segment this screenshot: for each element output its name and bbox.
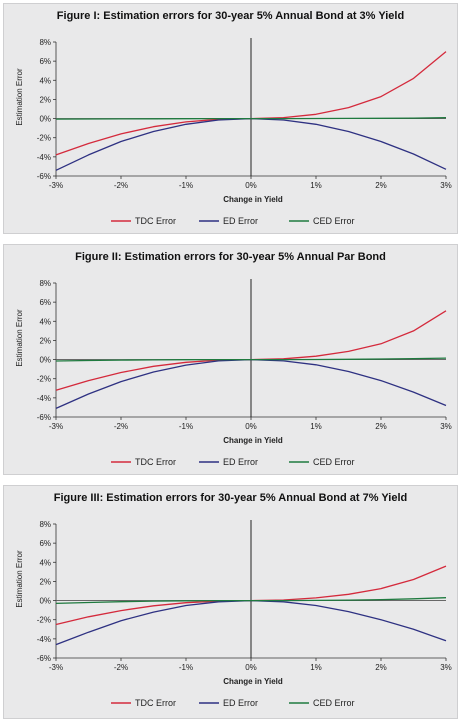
x-tick-label: 0% [245, 181, 257, 190]
x-tick-label: 2% [375, 422, 387, 431]
chart-svg-2: 8% 6% 4% 2% 0% -2% -4% -6%-3% -2% -1% 0% 1% 2% 3% Chan… [15, 279, 452, 467]
chart-panel-3: Figure III: Estimation errors for 30-yea… [3, 485, 458, 719]
x-tick-label: 3% [440, 181, 452, 190]
legend-label: TDC Error [135, 216, 176, 226]
x-tick-label: 0% [245, 663, 257, 672]
series-line-ced-error [55, 597, 447, 605]
y-tick-label: 8% [39, 38, 51, 47]
x-tick-label: 2% [375, 663, 387, 672]
y-tick-label: 8% [39, 279, 51, 288]
legend-label: ED Error [223, 698, 258, 708]
y-tick-label: 4% [39, 76, 51, 85]
chart-panel-1: Figure I: Estimation errors for 30-year … [3, 3, 458, 234]
y-tick-label: 6% [39, 539, 51, 548]
y-tick-label: -4% [37, 635, 51, 644]
chart-title: Figure II: Estimation errors for 30-year… [75, 251, 386, 263]
x-tick-label: -3% [49, 422, 63, 431]
x-tick-label: 3% [440, 663, 452, 672]
y-tick-label: -4% [37, 394, 51, 403]
x-tick-label: -1% [179, 181, 193, 190]
y-tick-label: 6% [39, 298, 51, 307]
x-tick-label: 0% [245, 422, 257, 431]
legend-label: CED Error [313, 457, 355, 467]
y-tick-label: 4% [39, 558, 51, 567]
x-axis-title: Change in Yield [223, 195, 283, 204]
y-tick-label: 0% [39, 597, 51, 606]
legend-label: ED Error [223, 216, 258, 226]
chart-title: Figure III: Estimation errors for 30-yea… [53, 492, 408, 504]
y-tick-label: 6% [39, 57, 51, 66]
legend-label: TDC Error [135, 457, 176, 467]
x-tick-label: -3% [49, 663, 63, 672]
legend-label: CED Error [313, 216, 355, 226]
x-axis-title: Change in Yield [223, 436, 283, 445]
series-line-ced-error [55, 116, 447, 120]
y-tick-label: -4% [37, 153, 51, 162]
y-axis-title: Estimation Error [15, 309, 24, 367]
y-tick-label: -6% [37, 413, 51, 422]
y-tick-label: -2% [37, 375, 51, 384]
x-tick-label: -2% [114, 663, 128, 672]
y-tick-label: -2% [37, 134, 51, 143]
x-tick-label: 1% [310, 663, 322, 672]
series-line-ced-error [55, 357, 447, 362]
x-tick-label: 1% [310, 181, 322, 190]
x-tick-label: -1% [179, 422, 193, 431]
x-tick-label: 1% [310, 422, 322, 431]
chart-title: Figure I: Estimation errors for 30-year … [56, 10, 405, 22]
y-tick-label: 2% [39, 95, 51, 104]
legend-label: ED Error [223, 457, 258, 467]
x-tick-label: -3% [49, 181, 63, 190]
y-tick-label: 2% [39, 336, 51, 345]
chart-svg-1: 8% 6% 4% 2% 0% -2% -4% -6%-3% -2% -1% 0% 1% 2% 3% Chan… [15, 38, 452, 226]
y-tick-label: 8% [39, 520, 51, 529]
x-tick-label: 3% [440, 422, 452, 431]
y-tick-label: 4% [39, 317, 51, 326]
chart-svg-3: 8% 6% 4% 2% 0% -2% -4% -6%-3% -2% -1% 0% 1% 2% 3% Chan… [15, 520, 452, 708]
y-axis-title: Estimation Error [15, 68, 24, 126]
x-tick-label: 2% [375, 181, 387, 190]
y-tick-label: -6% [37, 172, 51, 181]
y-tick-label: 0% [39, 356, 51, 365]
x-tick-label: -2% [114, 422, 128, 431]
x-tick-label: -1% [179, 663, 193, 672]
x-axis-title: Change in Yield [223, 677, 283, 686]
x-tick-label: -2% [114, 181, 128, 190]
y-tick-label: 2% [39, 577, 51, 586]
y-axis-title: Estimation Error [15, 550, 24, 608]
y-tick-label: 0% [39, 115, 51, 124]
chart-panel-2: Figure II: Estimation errors for 30-year… [3, 244, 458, 475]
legend-label: CED Error [313, 698, 355, 708]
legend-label: TDC Error [135, 698, 176, 708]
y-tick-label: -2% [37, 616, 51, 625]
y-tick-label: -6% [37, 654, 51, 663]
